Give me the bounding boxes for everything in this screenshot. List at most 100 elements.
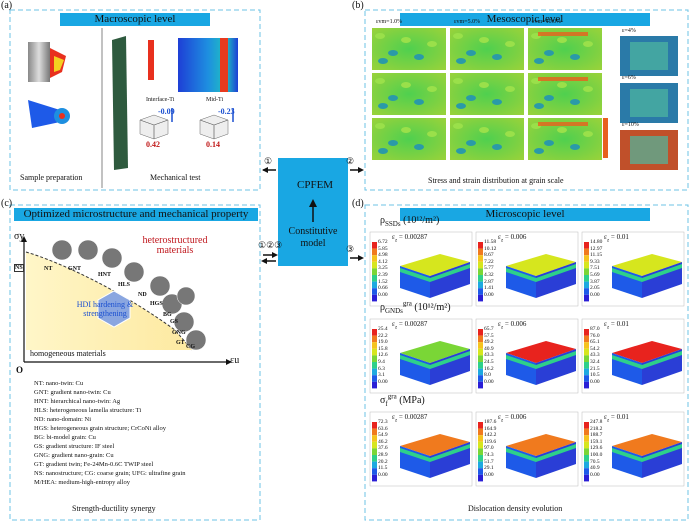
- cell-frame: [475, 231, 579, 307]
- grain: [466, 140, 476, 146]
- strain-map-inner: [630, 89, 668, 117]
- colorbar-bin: [372, 455, 377, 462]
- colorbar-value: 40.9: [484, 345, 494, 352]
- formula-sub: z: [606, 325, 610, 331]
- formula-symbol: ε: [392, 320, 395, 328]
- colorbar-bin: [478, 381, 483, 389]
- colorbar-value: 49.2: [484, 339, 494, 346]
- formula-symbol: ε: [392, 233, 395, 241]
- colorbar-bin: [478, 255, 483, 262]
- colorbar-value: 5.85: [378, 245, 388, 252]
- caption: Sample preparation: [20, 173, 83, 182]
- colorbar-bin: [372, 375, 377, 382]
- axis-label: εu: [230, 355, 240, 366]
- formula-value: = 0.006: [503, 320, 527, 328]
- colorbar-value: 5.69: [590, 272, 600, 278]
- colorbar-bin: [372, 261, 377, 269]
- material-label: NT: [44, 266, 53, 272]
- cell-frame: [475, 411, 579, 487]
- colorbar-bin: [372, 435, 377, 442]
- colorbar-value: 0.00: [590, 378, 600, 385]
- formula-value: = 0.00287: [397, 413, 428, 421]
- panel-header: Mesoscopic level: [400, 13, 650, 26]
- colorbar-value: 0.00: [484, 471, 494, 478]
- colorbar-bin: [372, 275, 377, 282]
- colorbar-value: 10.12: [484, 245, 497, 252]
- grain: [534, 58, 544, 64]
- colorbar-bin: [584, 368, 589, 376]
- grain: [378, 148, 388, 154]
- colorbar-value: 19.0: [378, 339, 388, 346]
- hot-band: [538, 32, 588, 36]
- colorbar-bin: [584, 455, 589, 462]
- block-band: [506, 264, 576, 282]
- material-label: GT: [176, 340, 185, 346]
- colorbar-value: 65.1: [590, 339, 600, 346]
- grain: [427, 86, 437, 92]
- panel-frame: [9, 9, 261, 191]
- colorbar-bin: [584, 468, 589, 475]
- cell-frame: [581, 318, 685, 394]
- colorbar-value: 142.2: [484, 432, 497, 439]
- block-top: [612, 341, 682, 363]
- annotation: homogeneous materials: [30, 349, 106, 358]
- colorbar-bin: [584, 248, 589, 256]
- strain-label: εz = 0.01: [604, 233, 629, 244]
- colorbar-value: 54.2: [590, 345, 600, 352]
- annotation: -0.09: [158, 107, 175, 116]
- colorbar-bin: [478, 474, 483, 482]
- sample-images: [14, 28, 238, 188]
- colorbar-value: 12.97: [590, 245, 603, 252]
- grain: [427, 41, 437, 47]
- block-band: [612, 444, 682, 462]
- colorbar-bin: [478, 355, 483, 362]
- material-label: GNT: [68, 266, 82, 272]
- colorbar-bin: [372, 468, 377, 475]
- panel-header: Optimized microstructure and mechanical …: [14, 208, 258, 221]
- colorbar-value: 65.7: [484, 326, 494, 332]
- axis-label: σy: [14, 231, 25, 242]
- colorbar-value: 8.67: [484, 252, 494, 259]
- block-band: [400, 444, 470, 462]
- colorbar-value: 0.66: [378, 285, 388, 292]
- panel-label: (a): [1, 0, 13, 11]
- colorbar-bin: [372, 348, 377, 356]
- grain: [414, 99, 424, 105]
- grain: [557, 37, 567, 43]
- colorbar-value: 11.5: [378, 465, 388, 472]
- annotation: heterostructured materials: [142, 235, 208, 256]
- colorbar-bin: [372, 255, 377, 262]
- colorbar-value: 54.9: [378, 432, 388, 439]
- annotation: Mid-Ti: [206, 97, 224, 103]
- formula-unit: (10¹²/m²): [411, 302, 451, 313]
- colorbar-bin: [478, 248, 483, 256]
- formula-sub: z: [606, 238, 610, 244]
- strain-map-inner: [630, 42, 668, 70]
- formula-sub: z: [394, 325, 398, 331]
- colorbar-bin: [478, 294, 483, 302]
- annotation: HDI hardening & strengthening: [76, 300, 134, 318]
- colorbar-value: 0.00: [378, 291, 388, 298]
- strain-label: ε=10%: [622, 122, 639, 128]
- formula-value: = 0.01: [609, 233, 629, 241]
- caption: Mechanical test: [150, 173, 201, 182]
- colorbar-value: 87.0: [590, 326, 600, 332]
- colorbar-value: 10.5: [590, 372, 600, 379]
- colorbar-value: 57.5: [484, 332, 494, 339]
- colorbar-bin: [372, 422, 377, 429]
- colorbar-bin: [584, 242, 589, 249]
- colorbar-value: 247.8: [590, 419, 603, 425]
- colorbar-bin: [372, 355, 377, 362]
- material-label: CG: [186, 344, 195, 350]
- annotation: Interface-Ti: [146, 97, 175, 103]
- colorbar-value: 0.00: [484, 291, 494, 298]
- grain-maps: [372, 28, 678, 170]
- colorbar-bin: [372, 368, 377, 376]
- panel-label: (d): [352, 198, 364, 209]
- colorbar-value: 0.00: [590, 471, 600, 478]
- colorbar-value: 6.72: [378, 239, 388, 245]
- grain: [375, 123, 385, 129]
- strain-label: εz = 0.006: [498, 234, 526, 244]
